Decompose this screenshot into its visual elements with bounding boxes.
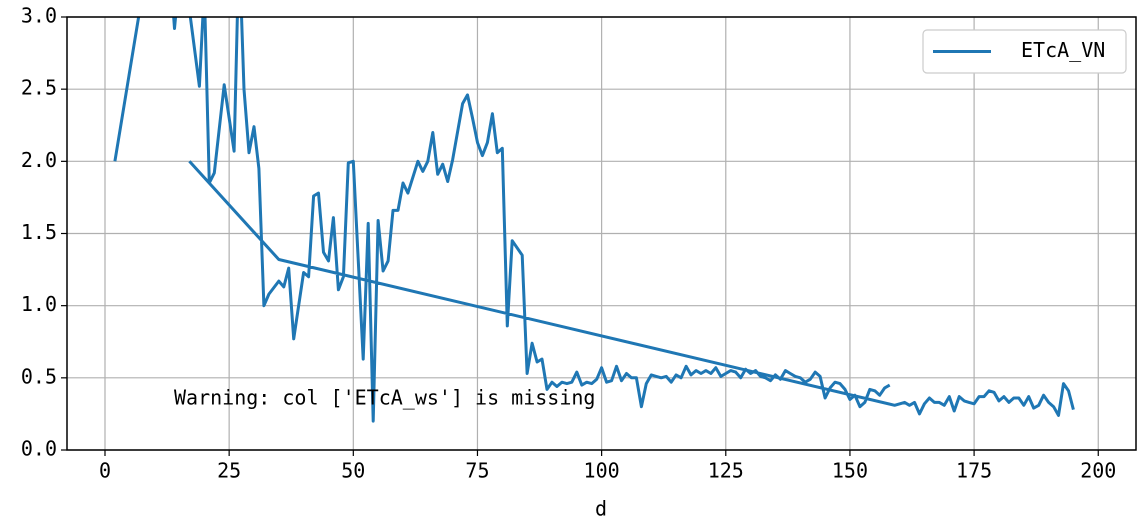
y-tick-label: 1.5 [21,220,57,244]
x-tick-label: 125 [708,459,744,483]
x-tick-label: 75 [465,459,489,483]
x-tick-label: 25 [217,459,241,483]
x-axis-label: d [595,497,607,520]
y-tick-label: 3.0 [21,4,57,28]
y-tick-label: 2.5 [21,76,57,100]
legend-label: ETcA_VN [1021,38,1105,62]
y-tick-label: 0.5 [21,364,57,388]
x-tick-label: 200 [1080,459,1116,483]
y-tick-label: 2.0 [21,148,57,172]
plot-area [113,17,1075,423]
legend-box [922,29,1127,74]
ticks: 0.0 0.5 1.0 1.5 2.0 2.5 3.0 0 25 50 75 100 125 150 175… [21,4,1116,483]
x-tick-label: 100 [584,459,620,483]
x-tick-label: 0 [99,459,111,483]
x-tick-label: 50 [341,459,365,483]
y-tick-label: 0.0 [21,437,57,461]
annotation: Warning: col ['ETcA_ws'] is missing [174,386,595,410]
data-line [113,17,1075,423]
x-tick-label: 175 [956,459,992,483]
legend: ETcA_VN [922,29,1127,74]
x-tick-label: 150 [832,459,868,483]
y-tick-label: 1.0 [21,292,57,316]
